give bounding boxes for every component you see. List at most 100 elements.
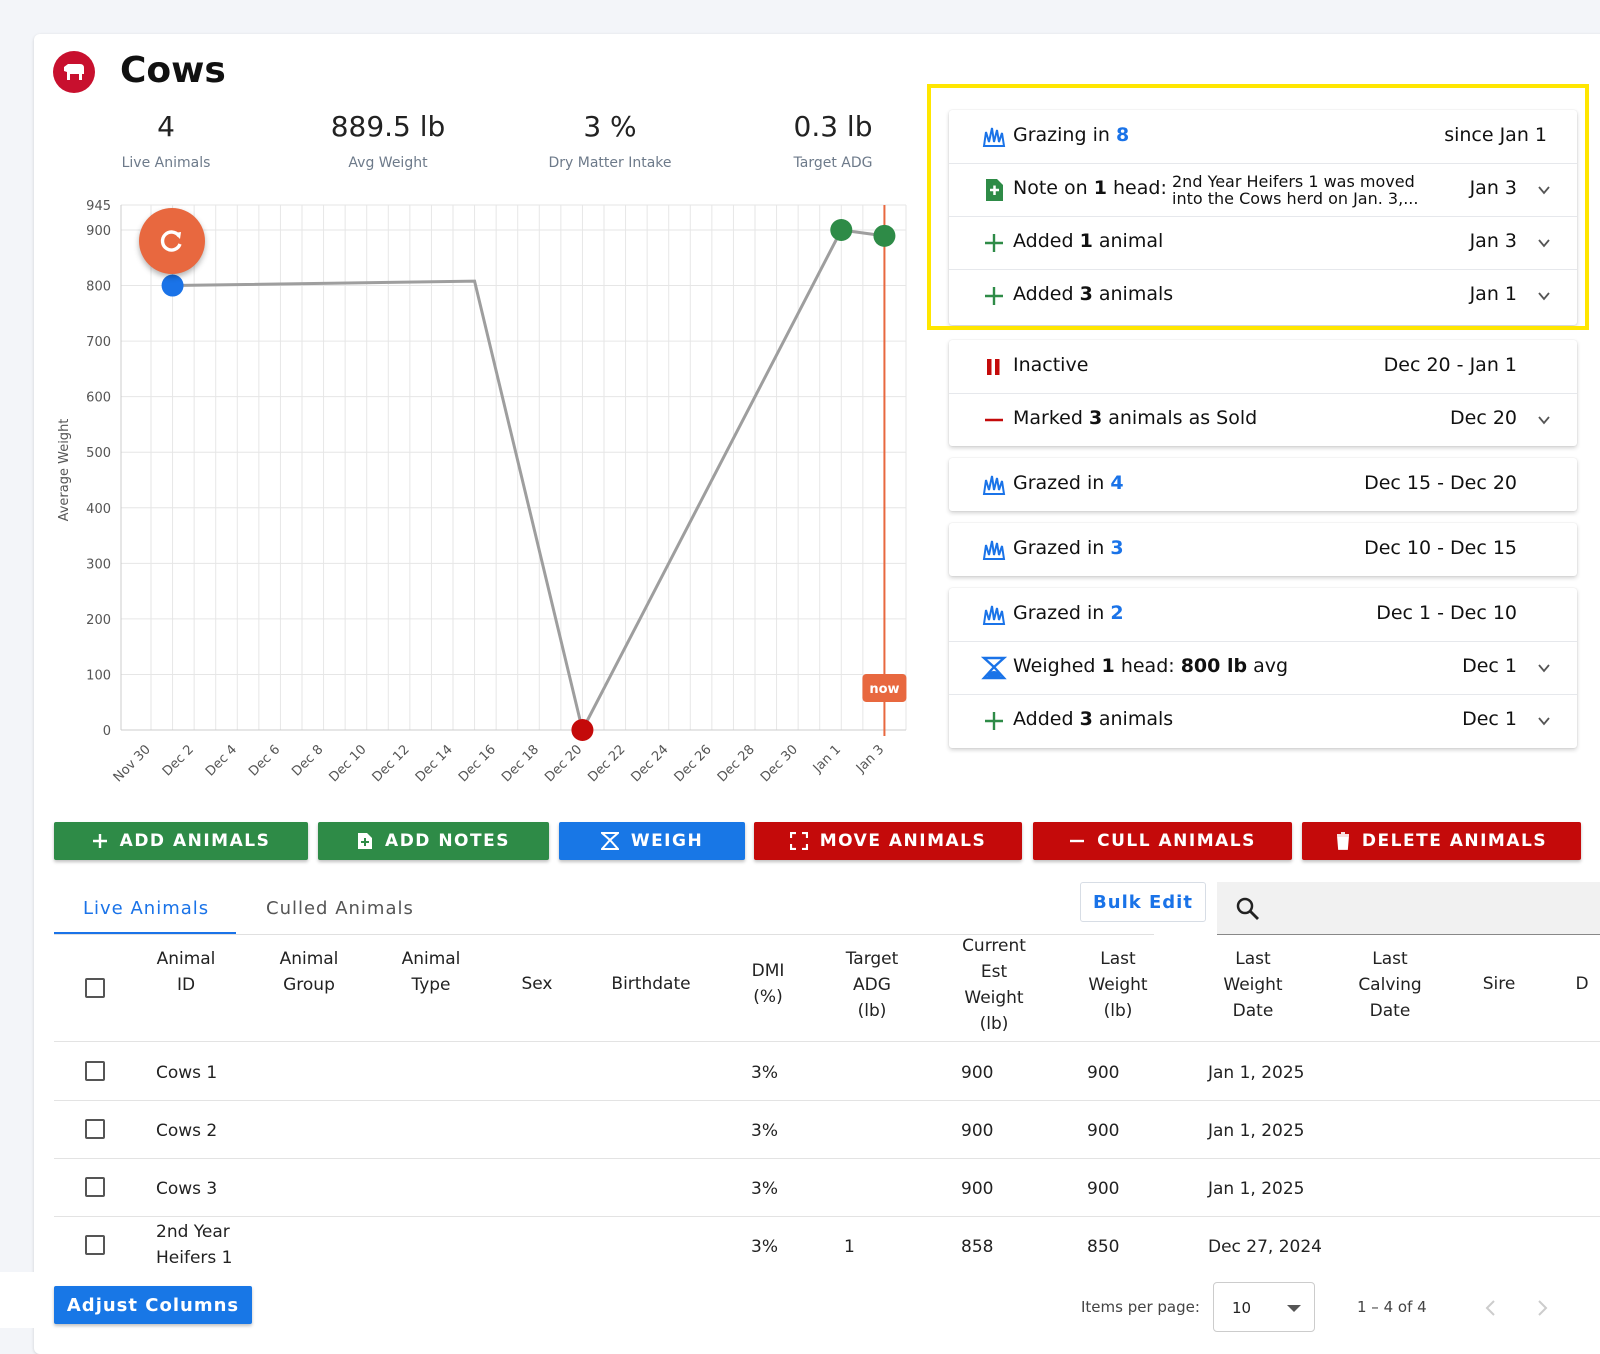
delete-animals-button[interactable]: DELETE ANIMALS [1302,822,1581,860]
chevron-down-icon[interactable] [1537,413,1551,427]
search-icon [1236,897,1259,920]
timeline-date: Jan 1 [1469,283,1517,305]
column-header[interactable]: Last Calving Date [1358,949,1422,1021]
column-header[interactable]: Sire [1482,974,1516,994]
adjust-columns-button[interactable]: Adjust Columns [54,1286,252,1324]
x-tick-label: Dec 16 [456,742,499,785]
trash-icon [1336,832,1349,850]
column-header[interactable]: DMI (%) [751,961,785,1007]
weigh-button[interactable]: WEIGH [559,822,745,860]
est-weight-cell: 900 [961,1121,994,1141]
add-notes-button[interactable]: ADD NOTES [318,822,549,860]
tab-culled-animals[interactable]: Culled Animals [266,898,414,919]
grass-icon [982,540,1006,560]
bulk-edit-button[interactable]: Bulk Edit [1080,882,1206,922]
y-tick-label: 945 [86,199,111,214]
timeline-date: Dec 1 [1462,655,1517,677]
prev-page-icon[interactable] [1484,1298,1498,1318]
timeline-group-5: Grazed in 2 Dec 1 - Dec 10 Weighed 1 hea… [949,588,1577,748]
timeline-item[interactable]: Added 1 animal Jan 3 [949,216,1577,270]
column-header[interactable]: Target ADG (lb) [845,949,899,1021]
timeline-date: Dec 1 - Dec 10 [1376,602,1517,624]
grass-icon [982,127,1006,147]
last-weight-cell: 900 [1087,1121,1120,1141]
timeline-item[interactable]: Added 3 animals Dec 1 [949,694,1577,747]
timeline-item[interactable]: Note on 1 head: 2nd Year Heifers 1 was m… [949,163,1577,217]
timeline-date: since Jan 1 [1444,124,1547,146]
grass-icon [982,475,1006,495]
x-tick-label: Dec 6 [246,742,283,779]
row-checkbox[interactable] [85,1119,105,1139]
minus-icon [1070,839,1085,843]
column-header[interactable]: Birthdate [611,974,691,994]
header-divider [54,1041,1600,1042]
timeline-item[interactable]: Grazed in 4 Dec 15 - Dec 20 [949,458,1577,511]
cull-animals-button[interactable]: CULL ANIMALS [1033,822,1292,860]
x-tick-label: Dec 24 [629,742,672,785]
move-animals-button[interactable]: MOVE ANIMALS [754,822,1022,860]
column-header[interactable]: Current Est Weight (lb) [962,936,1026,1034]
timeline-text: Grazed in 2 [1013,602,1124,624]
timeline-text: Added 3 animals [1013,708,1174,730]
row-checkbox[interactable] [85,1177,105,1197]
select-all-checkbox[interactable] [85,978,105,998]
expand-icon [789,832,808,850]
y-tick-label: 700 [86,335,111,350]
search-input[interactable] [1217,882,1600,935]
timeline-item[interactable]: Grazed in 3 Dec 10 - Dec 15 [949,523,1577,576]
chevron-down-icon[interactable] [1537,183,1551,197]
y-tick-label: 500 [86,446,111,461]
chevron-down-icon[interactable] [1537,714,1551,728]
x-tick-label: Dec 20 [542,742,585,785]
column-header[interactable]: Sex [521,974,553,994]
refresh-icon [160,230,182,252]
column-header[interactable]: D [1575,974,1589,994]
minus-icon [985,418,1003,422]
y-tick-label: 800 [86,280,111,295]
tab-live-animals[interactable]: Live Animals [83,898,210,919]
data-point [873,224,896,247]
timeline-group-1: Grazing in 8 since Jan 1 Note on 1 head:… [949,110,1577,325]
last-weight-date-cell: Jan 1, 2025 [1208,1179,1305,1199]
next-page-icon[interactable] [1535,1298,1549,1318]
animal-id-cell: Cows 3 [156,1179,218,1199]
row-checkbox[interactable] [85,1235,105,1255]
timeline-item[interactable]: Inactive Dec 20 - Jan 1 [949,340,1577,394]
column-header[interactable]: Animal ID [156,949,216,995]
timeline-group-3: Grazed in 4 Dec 15 - Dec 20 [949,458,1577,511]
row-checkbox[interactable] [85,1061,105,1081]
grass-icon [982,605,1006,625]
column-header[interactable]: Last Weight Date [1223,949,1283,1021]
timeline-item[interactable]: Grazed in 2 Dec 1 - Dec 10 [949,588,1577,642]
chevron-down-icon[interactable] [1537,236,1551,250]
animal-id-cell: Cows 2 [156,1121,218,1141]
x-tick-label: Jan 1 [810,742,844,776]
timeline-item[interactable]: Grazing in 8 since Jan 1 [949,110,1577,164]
note-icon [358,833,373,849]
table-footer [0,1272,1600,1328]
scale-icon [981,656,1007,680]
stat-label: Avg Weight [348,155,428,171]
plus-icon [92,834,107,848]
button-label: ADD NOTES [385,831,510,851]
column-header[interactable]: Last Weight (lb) [1088,949,1148,1021]
x-tick-label: Dec 26 [672,742,715,785]
timeline-text: Added 1 animal [1013,230,1164,252]
timeline-item[interactable]: Marked 3 animals as Sold Dec 20 [949,393,1577,446]
dmi-cell: 3% [751,1121,778,1141]
timeline-item[interactable]: Weighed 1 head: 800 lb avg Dec 1 [949,641,1577,695]
add-animals-button[interactable]: ADD ANIMALS [54,822,308,860]
column-header[interactable]: Animal Type [401,949,461,995]
est-weight-cell: 900 [961,1179,994,1199]
y-axis-title: Average Weight [57,419,72,522]
items-per-page-select[interactable]: 10 [1213,1282,1315,1332]
refresh-button[interactable] [139,208,205,274]
timeline-item[interactable]: Added 3 animals Jan 1 [949,269,1577,322]
data-point [571,719,594,741]
column-header[interactable]: Animal Group [279,949,339,995]
chevron-down-icon[interactable] [1537,661,1551,675]
est-weight-cell: 858 [961,1237,994,1257]
chevron-down-icon[interactable] [1537,289,1551,303]
x-tick-label: Dec 28 [715,742,758,785]
timeline-date: Dec 10 - Dec 15 [1364,537,1517,559]
